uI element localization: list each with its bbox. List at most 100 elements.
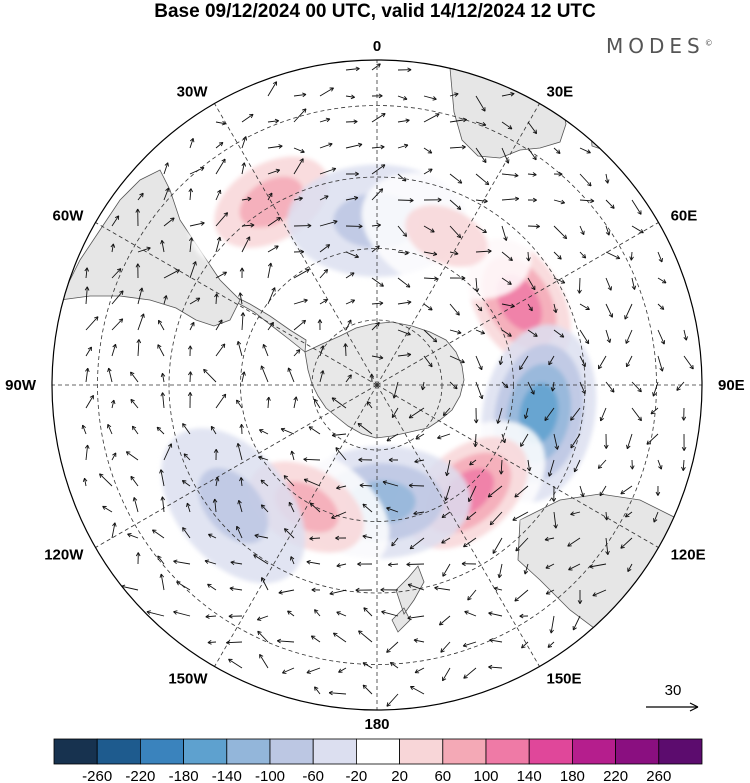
wind-vector [449,303,460,316]
wind-vector [303,478,321,487]
wind-vector [392,381,399,399]
wind-vector [553,329,565,338]
wind-vector [173,610,191,617]
wind-vector [237,499,243,513]
wind-vector [397,67,412,73]
wind-vector [137,192,144,201]
colorbar-tick-label: -220 [125,768,155,783]
wind-vector [336,611,347,617]
wind-vector [386,506,399,513]
wind-vector [213,448,219,461]
wind-vector [501,251,513,262]
wind-vector [423,225,435,233]
wind-vector [84,267,90,279]
wind-vector [386,693,399,707]
wind-vector [163,187,170,201]
wind-vector [605,251,621,260]
wind-vector [267,168,281,175]
colorbar-swatch [572,738,617,765]
wind-vector [441,511,451,519]
wind-vector [319,244,331,253]
wind-vector [397,198,414,203]
colorbar-swatch [226,738,271,765]
wind-vector [657,251,663,263]
wind-vector [449,275,466,281]
wind-vector [99,473,113,487]
colorbar-swatch [269,738,314,765]
wind-vector [657,303,665,310]
wind-vector [553,171,563,177]
wind-vector [358,630,373,643]
wind-vector [553,277,566,284]
wind-vector [413,638,425,643]
wind-vector [407,583,425,591]
wind-vector [497,563,503,579]
wind-vector [577,590,583,605]
wind-vector [267,118,279,124]
wind-vector [261,577,269,591]
wind-vector [567,537,581,547]
wind-vector [319,87,334,97]
wind-vector [475,147,487,164]
wind-vector [501,147,510,164]
longitude-label: 90W [5,377,37,394]
wind-vector [125,451,139,461]
colorbar-swatch [183,738,228,765]
wind-vector [293,319,307,331]
wind-vector [545,563,555,569]
wind-vector [579,303,590,311]
longitude-label: 120W [44,547,84,564]
wind-vector [527,381,535,395]
wind-vector [239,477,244,487]
wind-vector [267,144,283,149]
wind-vector [445,459,451,477]
wind-vector [345,66,360,72]
wind-vector [210,425,217,435]
wind-vector [293,108,307,123]
wind-vector [624,303,633,320]
anomaly-contour [405,205,488,268]
wind-vector [107,367,113,383]
wind-vector [605,537,610,555]
wind-vector [527,329,538,337]
wind-vector [655,485,661,496]
wind-vector [620,485,633,495]
wind-vector [449,199,462,210]
longitude-label: 150W [168,671,208,688]
wind-vector [319,167,337,175]
colorbar-swatch [355,738,400,765]
new-zealand-land [391,565,425,633]
wind-vector [188,371,193,383]
wind-vector [547,459,555,477]
wind-vector [572,615,581,631]
latitude-circle [168,176,586,594]
wind-vector [629,251,634,261]
wind-vector [132,497,139,513]
colorbar-tick-label: 220 [603,768,628,783]
wind-vector [345,299,356,305]
wind-vector [319,142,333,149]
wind-vector [293,158,304,175]
wind-vector [501,196,520,202]
wind-vector [215,271,227,279]
wind-vector [381,610,399,617]
wind-vector [442,667,451,682]
wind-vector [657,355,664,372]
longitude-label: 60E [671,208,698,225]
wind-vector [449,329,462,335]
wind-vector [423,276,439,281]
wind-vector [127,533,139,539]
wind-vector [160,372,166,383]
wind-vector [620,537,633,549]
wind-vector [253,554,269,565]
wind-vector [589,563,607,569]
wind-vector [102,505,113,513]
wind-vector [215,120,226,126]
wind-vector [605,225,611,236]
wind-vector [397,118,410,123]
wind-vector [631,381,642,393]
wind-vector [236,340,243,357]
wind-vector [308,426,321,435]
wind-vector [309,502,321,513]
wind-vector [256,615,269,621]
